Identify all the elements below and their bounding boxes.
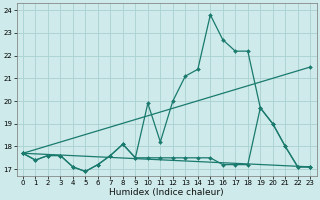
X-axis label: Humidex (Indice chaleur): Humidex (Indice chaleur): [109, 188, 224, 197]
